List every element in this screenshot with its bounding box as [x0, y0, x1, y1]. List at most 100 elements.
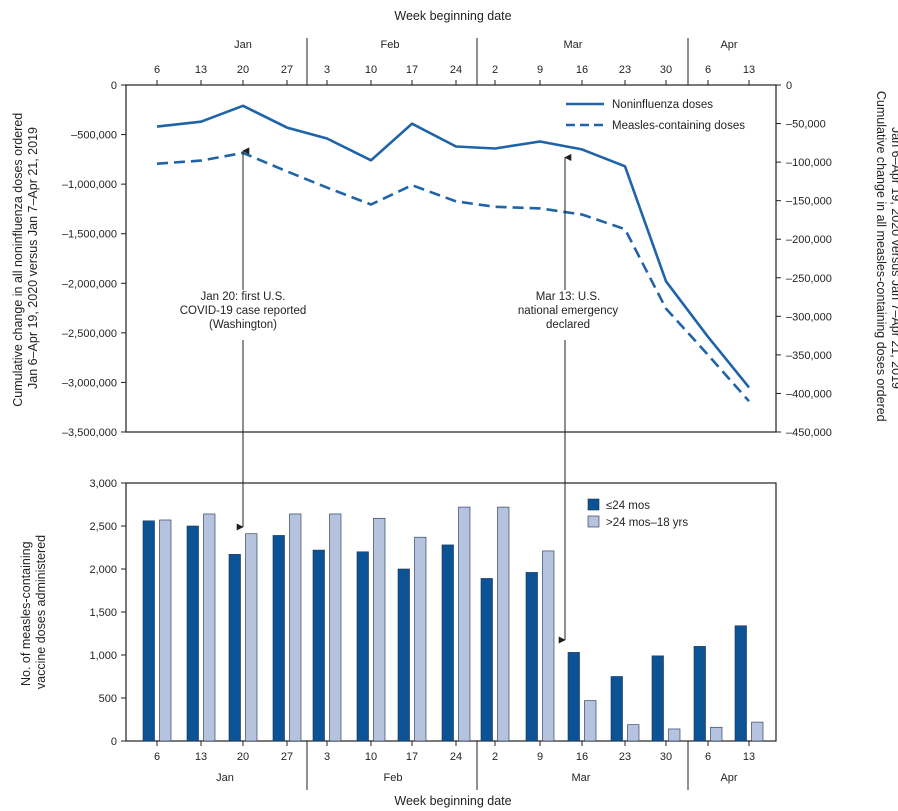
bar-gt24	[542, 550, 555, 742]
week-label: 17	[406, 64, 418, 76]
left-y-axis-ticks: 0 –500,000 –1,000,000 –1,500,000 –2,000,000 –…	[62, 80, 126, 439]
right-y-tick-label: –100,000	[786, 157, 832, 169]
legend-swatch	[587, 515, 600, 528]
bar-le24	[272, 535, 285, 742]
week-label: 27	[281, 751, 293, 763]
right-y-tick-label: –50,000	[786, 119, 826, 131]
bar-gt24	[668, 728, 681, 742]
left-y-tick-label: –3,500,000	[62, 427, 117, 439]
bar-gt24	[329, 513, 342, 742]
week-label: 3	[324, 64, 330, 76]
line-chart-legend: Noninfluenza doses Measles-containing dos…	[566, 99, 745, 132]
bar-gt24	[373, 517, 386, 742]
right-y-tick-label: –450,000	[786, 427, 832, 439]
left-y-tick-label: –1,000,000	[62, 179, 117, 191]
left-y-axis-title: Cumulative change in all noninfluenza do…	[11, 109, 40, 406]
bar-y-tick-label: 500	[99, 693, 117, 705]
annotation-text: (Washington)	[209, 319, 277, 331]
annotation-text: COVID-19 case reported	[180, 305, 307, 317]
right-y-tick-label: –250,000	[786, 273, 832, 285]
bar-y-axis-title: No. of measles-containing vaccine doses …	[19, 535, 48, 689]
week-label: 20	[237, 64, 249, 76]
bar-y-axis-ticks: 0 500 1,000 1,500 2,000 2,500 3,000	[89, 478, 126, 748]
bar-le24	[567, 652, 580, 742]
week-label: 30	[660, 751, 672, 763]
week-label: 9	[537, 751, 543, 763]
bar-chart-panel: 0 500 1,000 1,500 2,000 2,500 3,000 6 13 20 27 3 10…	[19, 478, 777, 790]
month-label: Jan	[234, 39, 252, 51]
right-y-tick-label: –350,000	[786, 350, 832, 362]
legend-label: Measles-containing doses	[612, 120, 745, 132]
bar-gt24	[203, 513, 216, 742]
week-label: 13	[195, 64, 207, 76]
top-x-axis-title: Week beginning date	[394, 9, 511, 23]
bar-le24	[312, 549, 325, 742]
bar-y-tick-label: 1,500	[89, 607, 117, 619]
bar-y-tick-label: 1,000	[89, 650, 117, 662]
week-label: 6	[705, 64, 711, 76]
bottom-x-axis-title: Week beginning date	[394, 794, 511, 808]
bar-le24	[610, 676, 623, 742]
week-label: 27	[281, 64, 293, 76]
right-y-tick-label: 0	[786, 80, 792, 92]
week-label: 20	[237, 751, 249, 763]
week-label: 2	[492, 64, 498, 76]
week-label: 10	[365, 751, 377, 763]
series-line-measles	[156, 151, 750, 403]
right-y-tick-label: –200,000	[786, 234, 832, 246]
month-label: Apr	[720, 39, 737, 51]
top-month-header: Jan Feb Mar Apr	[234, 38, 738, 85]
week-label: 3	[324, 751, 330, 763]
bar-chart-legend: ≤24 mos >24 mos–18 yrs	[587, 498, 688, 529]
week-label: 24	[450, 751, 462, 763]
week-label: 6	[154, 64, 160, 76]
bar-le24	[142, 520, 155, 742]
month-label: Jan	[216, 772, 234, 784]
left-y-tick-label: –1,500,000	[62, 229, 117, 241]
bar-y-axis-title-line-1: No. of measles-containing	[19, 541, 33, 686]
week-label: 2	[492, 751, 498, 763]
week-label: 16	[576, 64, 588, 76]
bottom-month-footer: Jan Feb Mar Apr	[216, 741, 738, 790]
legend-label: >24 mos–18 yrs	[606, 517, 688, 529]
annotation-arrows	[236, 147, 572, 644]
bar-gt24	[414, 536, 427, 742]
week-label: 9	[537, 64, 543, 76]
bar-gt24	[289, 513, 302, 742]
annotation-text: declared	[546, 319, 590, 331]
week-label: 16	[576, 751, 588, 763]
bar-le24	[397, 568, 410, 742]
week-label: 13	[743, 751, 755, 763]
line-chart-panel: Jan Feb Mar Apr 6 13 20 27 3 10 17 24 2 9 16 23 30 6 13 0…	[11, 38, 898, 439]
bar-le24	[734, 625, 747, 742]
bar-gt24	[159, 519, 172, 742]
bar-gt24	[458, 506, 471, 742]
right-y-tick-label: –400,000	[786, 388, 832, 400]
week-label: 23	[619, 64, 631, 76]
bar-le24	[356, 551, 369, 742]
bar-gt24	[710, 726, 723, 742]
bar-series	[142, 506, 764, 742]
series-line-noninfluenza	[156, 104, 751, 389]
left-y-tick-label: –2,000,000	[62, 278, 117, 290]
week-label: 17	[406, 751, 418, 763]
week-label: 23	[619, 751, 631, 763]
right-y-axis-ticks: 0 –50,000 –100,000 –150,000 –200,000 –250,000…	[776, 80, 832, 439]
month-label: Feb	[384, 772, 403, 784]
top-week-tick-labels: 6 13 20 27 3 10 17 24 2 9 16 23 30 6 13	[154, 64, 755, 85]
line-chart-plot-area	[125, 84, 777, 433]
bar-le24	[228, 554, 241, 742]
bar-gt24	[245, 533, 258, 742]
bar-y-axis-title-line-2: vaccine doses administered	[34, 535, 48, 689]
left-y-axis-title-line-2: Jan 6–Apr 19, 2020 versus Jan 7–Apr 21, …	[26, 127, 40, 389]
bar-le24	[525, 572, 538, 742]
legend-swatch	[587, 498, 600, 511]
bottom-week-tick-labels: 6 13 20 27 3 10 17 24 2 9 16 23 30 6 13	[154, 741, 755, 763]
week-label: 30	[660, 64, 672, 76]
week-label: 13	[743, 64, 755, 76]
legend-label: Noninfluenza doses	[612, 99, 713, 111]
right-y-axis-title-line-1: Cumulative change in all measles-contain…	[874, 91, 888, 422]
legend-label: ≤24 mos	[606, 500, 650, 512]
left-y-tick-label: –2,500,000	[62, 328, 117, 340]
